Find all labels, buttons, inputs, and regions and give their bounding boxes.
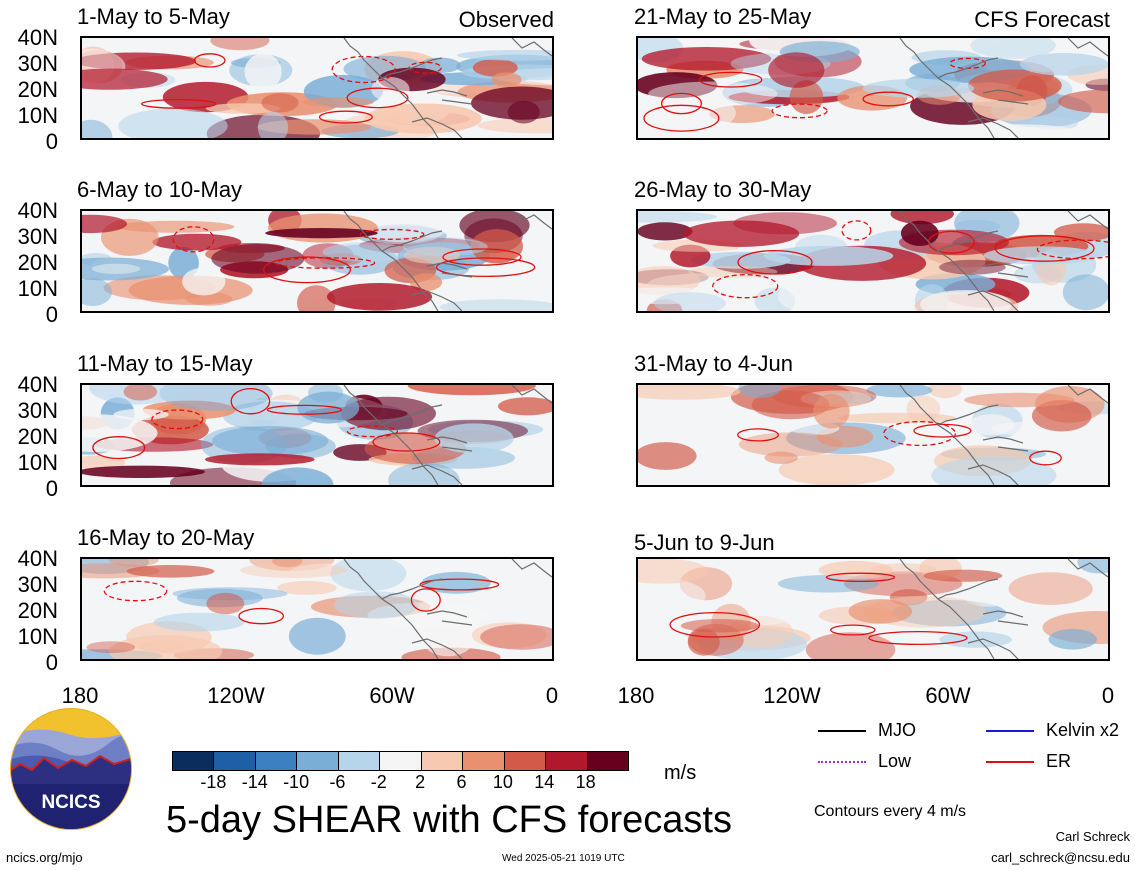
lat-label: 20N	[17, 598, 58, 623]
colorbar-segment	[214, 752, 256, 770]
ncics-logo: NCICS	[8, 706, 134, 832]
lat-label: 30N	[17, 224, 58, 249]
lat-label: 10N	[17, 103, 58, 128]
colorbar-tick-label: -18	[200, 772, 227, 792]
colorbar-segment	[297, 752, 339, 770]
map-panel-7	[80, 557, 554, 661]
panel-3-title: 6-May to 10-May	[77, 177, 243, 202]
colorbar-segment	[421, 752, 464, 770]
lat-label: 30N	[17, 51, 58, 76]
colorbar-tick-label: 14	[534, 772, 555, 792]
colorbar-segment	[546, 752, 588, 770]
legend-line-er	[986, 761, 1034, 763]
panel-7-title: 16-May to 20-May	[77, 525, 255, 550]
lat-label: 0	[45, 302, 58, 327]
footer-url[interactable]: ncics.org/mjo	[6, 850, 83, 865]
lon-label: 60W	[925, 683, 971, 708]
observed-label: Observed	[458, 7, 554, 32]
panel-5-title: 11-May to 15-May	[77, 351, 253, 376]
lat-label: 40N	[17, 372, 58, 397]
lat-label: 40N	[17, 25, 58, 50]
legend-label-kelvin: Kelvin x2	[1046, 720, 1120, 740]
lat-label: 20N	[17, 250, 58, 275]
colorbar-tick-label: 2	[415, 772, 426, 792]
map-panel-8	[636, 557, 1110, 661]
map-panel-1	[80, 36, 554, 140]
colorbar-tick-label: 6	[456, 772, 467, 792]
panel-8-title: 5-Jun to 9-Jun	[634, 530, 775, 555]
colorbar-segment	[255, 752, 298, 770]
lat-label: 0	[45, 476, 58, 501]
lon-label: 0	[545, 683, 559, 708]
lon-label: 180	[61, 683, 99, 708]
lat-label: 10N	[17, 276, 58, 301]
panel-2-title: 21-May to 25-May	[634, 4, 812, 29]
colorbar-tick-label: -2	[370, 772, 387, 792]
lat-label: 0	[45, 650, 58, 675]
lat-label: 10N	[17, 450, 58, 475]
footer-timestamp: Wed 2025-05-21 1019 UTC	[502, 853, 625, 864]
colorbar-segment	[380, 752, 422, 770]
legend-label-mjo: MJO	[878, 720, 916, 740]
legend-label-low: Low	[878, 751, 912, 771]
panel-1-title: 1-May to 5-May	[77, 4, 230, 29]
panel-4-title: 26-May to 30-May	[634, 177, 812, 202]
cfs-forecast-label: CFS Forecast	[974, 7, 1110, 32]
panel-6-title: 31-May to 4-Jun	[634, 351, 793, 376]
lon-label: 120W	[763, 683, 821, 708]
legend-line-mjo	[818, 730, 866, 732]
colorbar-tick-label: -10	[283, 772, 310, 792]
map-panel-3	[80, 209, 554, 313]
main-title: 5-day SHEAR with CFS forecasts	[166, 799, 732, 841]
colorbar-segment	[173, 752, 215, 770]
lat-label: 0	[45, 129, 58, 154]
lon-label: 180	[617, 683, 655, 708]
colorbar-tick-label: 10	[492, 772, 513, 792]
colorbar-tick-label: -6	[329, 772, 346, 792]
legend-line-kelvin	[986, 730, 1034, 732]
lon-label: 120W	[207, 683, 265, 708]
colorbar-segment	[504, 752, 547, 770]
footer-author: Carl Schreck	[1055, 829, 1130, 844]
colorbar-tick-label: 18	[575, 772, 596, 792]
logo-text: NCICS	[41, 792, 100, 813]
colorbar	[172, 751, 629, 771]
legend-line-low	[818, 761, 866, 763]
colorbar-tick-label: -14	[241, 772, 268, 792]
lat-label: 10N	[17, 624, 58, 649]
map-panel-5	[80, 383, 554, 487]
lat-label: 20N	[17, 424, 58, 449]
lat-label: 30N	[17, 572, 58, 597]
colorbar-segment	[338, 752, 381, 770]
lat-label: 40N	[17, 546, 58, 571]
colorbar-unit: m/s	[664, 762, 697, 784]
lon-label: 0	[1101, 683, 1115, 708]
map-panel-4	[636, 209, 1110, 313]
contours-note: Contours every 4 m/s	[814, 803, 967, 820]
lat-label: 30N	[17, 398, 58, 423]
map-panel-6	[636, 383, 1110, 487]
footer-email[interactable]: carl_schreck@ncsu.edu	[991, 850, 1130, 865]
legend-label-er: ER	[1046, 751, 1072, 771]
lon-label: 60W	[369, 683, 415, 708]
map-panel-2	[636, 36, 1110, 140]
colorbar-segment	[463, 752, 505, 770]
lat-label: 20N	[17, 77, 58, 102]
lat-label: 40N	[17, 198, 58, 223]
colorbar-segment	[587, 752, 628, 770]
